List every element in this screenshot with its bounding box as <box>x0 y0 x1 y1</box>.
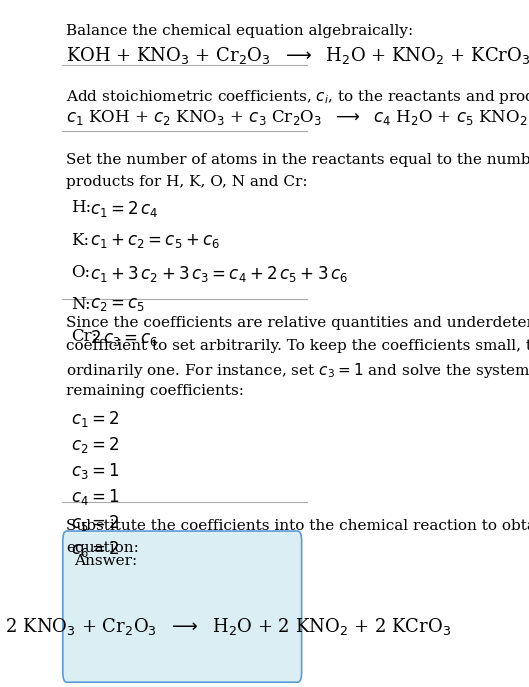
Text: Add stoichiometric coefficients, $c_i$, to the reactants and products:: Add stoichiometric coefficients, $c_i$, … <box>67 88 529 106</box>
Text: Set the number of atoms in the reactants equal to the number of atoms in the: Set the number of atoms in the reactants… <box>67 153 529 166</box>
Text: coefficient to set arbitrarily. To keep the coefficients small, the arbitrary va: coefficient to set arbitrarily. To keep … <box>67 339 529 352</box>
Text: ordinarily one. For instance, set $c_3 = 1$ and solve the system of equations fo: ordinarily one. For instance, set $c_3 =… <box>67 361 529 381</box>
Text: products for H, K, O, N and Cr:: products for H, K, O, N and Cr: <box>67 175 308 189</box>
Text: 2 KOH + 2 KNO$_3$ + Cr$_2$O$_3$  $\longrightarrow$  H$_2$O + 2 KNO$_2$ + 2 KCrO$: 2 KOH + 2 KNO$_3$ + Cr$_2$O$_3$ $\longri… <box>0 616 451 637</box>
Text: O:: O: <box>71 264 90 281</box>
Text: $c_3 = 1$: $c_3 = 1$ <box>71 461 120 481</box>
Text: $c_1 + c_2 = c_5 + c_6$: $c_1 + c_2 = c_5 + c_6$ <box>90 232 220 249</box>
FancyBboxPatch shape <box>63 531 302 682</box>
Text: Since the coefficients are relative quantities and underdetermined, choose a: Since the coefficients are relative quan… <box>67 316 529 330</box>
Text: KOH + KNO$_3$ + Cr$_2$O$_3$  $\longrightarrow$  H$_2$O + KNO$_2$ + KCrO$_3$: KOH + KNO$_3$ + Cr$_2$O$_3$ $\longrighta… <box>67 45 529 66</box>
Text: $c_4 = 1$: $c_4 = 1$ <box>71 487 120 507</box>
Text: H:: H: <box>71 199 92 216</box>
Text: Substitute the coefficients into the chemical reaction to obtain the balanced: Substitute the coefficients into the che… <box>67 519 529 532</box>
Text: Balance the chemical equation algebraically:: Balance the chemical equation algebraica… <box>67 24 414 38</box>
Text: $c_6 = 2$: $c_6 = 2$ <box>71 539 120 559</box>
Text: Answer:: Answer: <box>74 554 137 567</box>
Text: equation:: equation: <box>67 541 139 555</box>
Text: $c_1 + 3\,c_2 + 3\,c_3 = c_4 + 2\,c_5 + 3\,c_6$: $c_1 + 3\,c_2 + 3\,c_3 = c_4 + 2\,c_5 + … <box>90 264 348 284</box>
Text: $c_2 = c_5$: $c_2 = c_5$ <box>90 296 145 313</box>
Text: $c_1 = 2\,c_4$: $c_1 = 2\,c_4$ <box>90 199 158 219</box>
Text: K:: K: <box>71 232 89 249</box>
Text: $2\,c_3 = c_6$: $2\,c_3 = c_6$ <box>90 328 158 348</box>
Text: $c_2 = 2$: $c_2 = 2$ <box>71 435 120 455</box>
Text: remaining coefficients:: remaining coefficients: <box>67 384 244 398</box>
Text: $c_1 = 2$: $c_1 = 2$ <box>71 409 120 429</box>
Text: N:: N: <box>71 296 91 313</box>
Text: $c_1$ KOH + $c_2$ KNO$_3$ + $c_3$ Cr$_2$O$_3$  $\longrightarrow$  $c_4$ H$_2$O +: $c_1$ KOH + $c_2$ KNO$_3$ + $c_3$ Cr$_2$… <box>67 108 529 127</box>
Text: $c_5 = 2$: $c_5 = 2$ <box>71 513 120 533</box>
Text: Cr:: Cr: <box>71 328 98 346</box>
